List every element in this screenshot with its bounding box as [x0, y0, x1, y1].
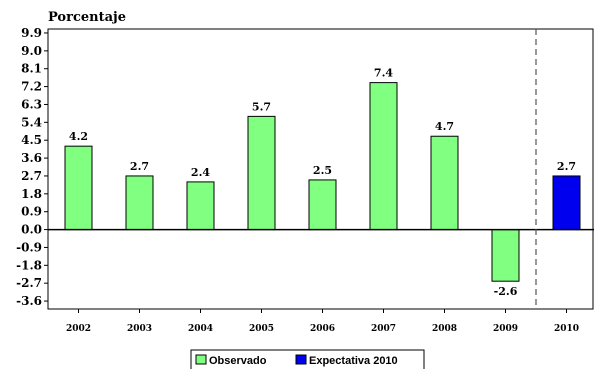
data-label-2009: -2.6 [494, 285, 518, 298]
x-tick-label: 2010 [554, 324, 579, 334]
y-tick-label: -2.7 [16, 276, 42, 290]
y-tick-label: 6.3 [21, 97, 42, 111]
legend-swatch-0 [195, 354, 207, 365]
bar-observado-2006 [308, 179, 337, 231]
x-tick-label: 2003 [127, 324, 152, 334]
y-tick-label: 3.6 [21, 151, 42, 165]
x-tick-label: 2008 [432, 324, 457, 334]
data-label-2006: 2.5 [313, 164, 332, 177]
bar-observado-2005 [247, 115, 276, 231]
y-tick-label: 0.9 [21, 205, 42, 219]
y-tick-label: -1.8 [16, 258, 42, 272]
y-tick-label: 9.9 [21, 26, 42, 40]
bar-observado-2009 [491, 229, 520, 282]
x-tick-label: 2005 [249, 324, 274, 334]
y-tick-label: 9.0 [21, 44, 42, 58]
y-tick-label: -3.6 [16, 294, 42, 308]
y-tick-label: 4.5 [21, 133, 42, 147]
x-tick-label: 2006 [310, 324, 335, 334]
legend-swatch-1 [295, 354, 307, 365]
x-tick-label: 2009 [493, 324, 518, 334]
legend-label-1: Expectativa 2010 [309, 355, 398, 367]
bar-observado-2008 [430, 135, 459, 231]
axes-group [47, 28, 594, 310]
y-axis-label: Porcentaje [48, 10, 126, 25]
x-axis-ticks: 2002 2003 2004 2005 2006 2007 2008 2009 2010 [66, 309, 579, 334]
data-label-2008: 4.7 [435, 120, 454, 133]
data-label-2003: 2.7 [130, 160, 149, 173]
legend-label-0: Observado [209, 355, 267, 367]
bars-group [64, 82, 581, 282]
bar-observado-2003 [125, 175, 154, 231]
data-label-2005: 5.7 [252, 100, 271, 113]
plot-frame [47, 28, 594, 310]
bar-observado-2002 [64, 145, 93, 231]
legend-box [190, 349, 425, 369]
y-tick-label: 2.7 [21, 169, 42, 183]
y-tick-label: 1.8 [21, 187, 42, 201]
bar-observado-2004 [186, 181, 215, 231]
x-tick-label: 2007 [371, 324, 396, 334]
data-label-2004: 2.4 [191, 166, 210, 179]
y-tick-label: 5.4 [21, 115, 42, 129]
data-label-2007: 7.4 [374, 67, 393, 80]
x-tick-label: 2004 [188, 324, 213, 334]
y-axis-ticks: 9.9 9.0 8.1 7.2 6.3 5.4 4.5 3.6 2.7 1.8 0.9 0.0 -0.9… [16, 26, 48, 308]
x-tick-label: 2002 [66, 324, 91, 334]
legend: Observado Expectativa 2010 [190, 349, 425, 369]
data-labels-group: 4.2 2.7 2.4 5.7 2.5 7.4 4.7 -2.6 2.7 [69, 67, 576, 299]
y-tick-label: 0.0 [21, 223, 42, 237]
bar-observado-2007 [369, 82, 398, 231]
y-tick-label: 8.1 [21, 62, 42, 76]
data-label-2010: 2.7 [557, 160, 576, 173]
data-label-2002: 4.2 [69, 130, 88, 143]
y-tick-label: -0.9 [16, 240, 42, 254]
bar-expectativa-2010 [552, 175, 581, 231]
y-tick-label: 7.2 [21, 80, 42, 94]
